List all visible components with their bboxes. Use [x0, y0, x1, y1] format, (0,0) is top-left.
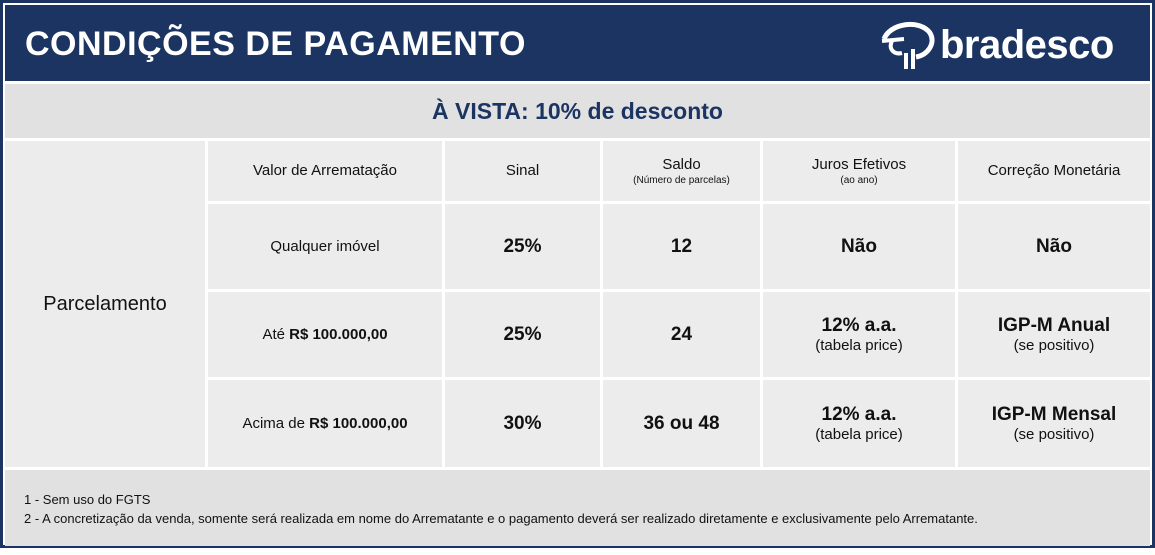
column-sublabel: (Número de parcelas)	[633, 175, 730, 186]
correcao-value: IGP-M Mensal	[991, 404, 1117, 425]
juros-value: Não	[841, 235, 877, 257]
table-cell: 25%	[445, 204, 600, 289]
juros-value: 12% a.a.	[821, 404, 897, 425]
column-header: Correção Monetária	[958, 141, 1150, 201]
banner-prefix: À VISTA:	[432, 98, 536, 124]
valor-text: Qualquer imóvel	[270, 238, 379, 255]
sinal-value: 30%	[503, 412, 542, 434]
saldo-value: 12	[670, 235, 693, 257]
cash-discount-banner: À VISTA: 10% de desconto	[5, 84, 1150, 138]
bradesco-logo: bradesco	[880, 19, 1114, 71]
correcao-value: Não	[1036, 235, 1072, 257]
saldo-value: 36 ou 48	[643, 412, 720, 434]
column-header: Sinal	[445, 141, 600, 201]
page-title: CONDIÇÕES DE PAGAMENTO	[25, 25, 526, 63]
banner-discount: 10% de desconto	[535, 98, 723, 124]
sinal-value: 25%	[503, 323, 542, 345]
footnote-2: 2 - A concretização da venda, somente se…	[24, 511, 978, 526]
footnotes: 1 - Sem uso do FGTS 2 - A concretização …	[5, 470, 1150, 546]
header: CONDIÇÕES DE PAGAMENTO bradesco	[5, 5, 1150, 81]
bradesco-tree-icon	[881, 21, 935, 69]
table-cell: 24	[603, 292, 760, 377]
table-cell: 12	[603, 204, 760, 289]
column-sublabel: (ao ano)	[840, 175, 878, 186]
column-header: Saldo (Número de parcelas)	[603, 141, 760, 201]
juros-note: (tabela price)	[815, 426, 903, 443]
table-cell: 30%	[445, 380, 600, 467]
column-header: Valor de Arrematação	[208, 141, 442, 201]
juros-note: (tabela price)	[815, 337, 903, 354]
table-cell: IGP-M Anual (se positivo)	[958, 292, 1150, 377]
saldo-value: 24	[670, 323, 693, 345]
table-cell: 12% a.a. (tabela price)	[763, 380, 955, 467]
valor-prefix: Acima de	[242, 415, 310, 432]
table-cell: Acima de R$ 100.000,00	[208, 380, 442, 467]
table-cell: IGP-M Mensal (se positivo)	[958, 380, 1150, 467]
column-label: Correção Monetária	[987, 161, 1121, 179]
sinal-value: 25%	[503, 235, 542, 257]
row-label-parcelamento: Parcelamento	[5, 141, 205, 467]
footnote-1: 1 - Sem uso do FGTS	[24, 492, 151, 507]
column-label: Sinal	[505, 161, 540, 179]
correcao-note: (se positivo)	[1013, 426, 1095, 443]
juros-value: 12% a.a.	[821, 315, 897, 336]
table-cell: Não	[763, 204, 955, 289]
valor-text: Até R$ 100.000,00	[262, 326, 387, 343]
valor-text: Acima de R$ 100.000,00	[242, 415, 407, 432]
column-label: Juros Efetivos	[811, 156, 907, 173]
table-cell: 25%	[445, 292, 600, 377]
table-cell: Qualquer imóvel	[208, 204, 442, 289]
table-cell: 12% a.a. (tabela price)	[763, 292, 955, 377]
column-header: Juros Efetivos (ao ano)	[763, 141, 955, 201]
table-cell: Não	[958, 204, 1150, 289]
table-cell: Até R$ 100.000,00	[208, 292, 442, 377]
valor-value: R$ 100.000,00	[289, 326, 388, 343]
column-label: Saldo	[662, 156, 701, 173]
column-label: Valor de Arrematação	[253, 161, 397, 179]
correcao-note: (se positivo)	[1013, 337, 1095, 354]
correcao-value: IGP-M Anual	[997, 315, 1111, 336]
valor-value: R$ 100.000,00	[309, 415, 408, 432]
table-cell: 36 ou 48	[603, 380, 760, 467]
valor-prefix: Até	[262, 326, 290, 343]
valor-value: Qualquer imóvel	[270, 238, 380, 255]
